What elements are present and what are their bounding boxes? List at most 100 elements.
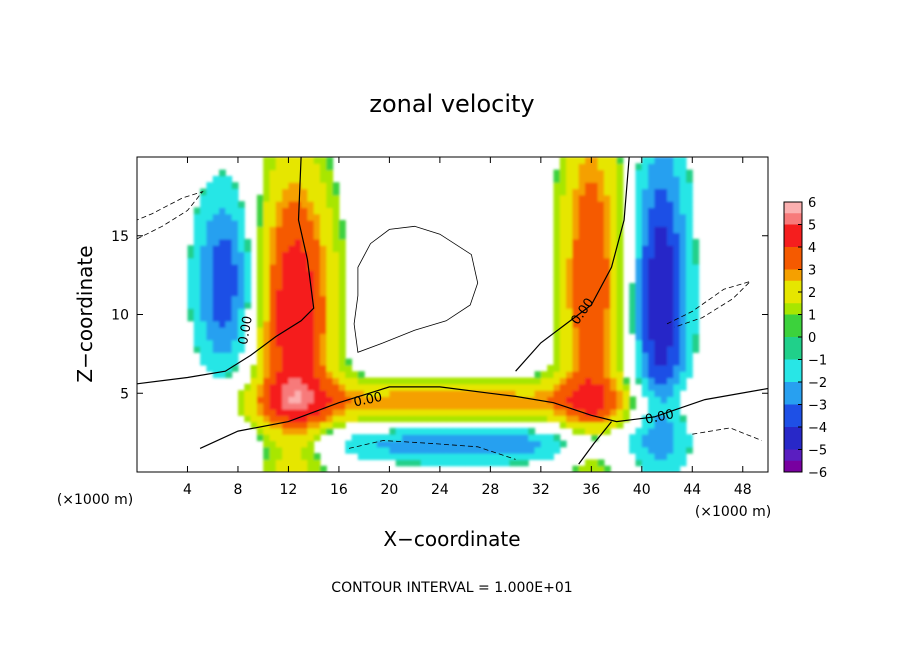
field-cell (616, 289, 624, 297)
field-cell (319, 270, 327, 278)
field-cell (193, 314, 201, 322)
field-cell (294, 314, 302, 322)
field-cell (553, 238, 561, 246)
field-cell (256, 194, 264, 202)
field-cell (553, 333, 561, 341)
field-cell (465, 427, 473, 435)
field-cell (313, 377, 321, 385)
field-cell (212, 175, 220, 183)
field-cell (319, 245, 327, 253)
field-cell (629, 396, 637, 404)
field-cell (654, 390, 662, 397)
field-cell (307, 245, 315, 253)
field-cell (458, 396, 466, 404)
field-cell (439, 377, 447, 385)
field-cell (648, 364, 656, 372)
field-cell (660, 409, 668, 416)
field-cell (231, 251, 239, 259)
field-cell (294, 459, 302, 467)
field-cell (282, 220, 290, 227)
field-cell (509, 377, 517, 385)
field-cell (635, 207, 643, 215)
field-cell (578, 251, 586, 259)
field-cell (294, 333, 302, 341)
field-cell (660, 276, 668, 284)
field-cell (679, 434, 687, 442)
field-cell (509, 440, 517, 448)
field-cell (496, 415, 504, 423)
field-cell (648, 251, 656, 259)
field-cell (219, 339, 226, 347)
field-cell (685, 314, 693, 322)
field-cell (206, 320, 214, 328)
field-cell (275, 421, 283, 429)
contour-label: 0.00 (352, 390, 383, 411)
field-cell (641, 364, 649, 372)
field-cell (402, 446, 409, 454)
field-cell (389, 402, 397, 410)
field-cell (521, 434, 529, 442)
field-cell (635, 358, 643, 366)
field-cell (420, 377, 428, 385)
field-cell (660, 201, 668, 208)
field-cell (559, 371, 567, 379)
field-cell (559, 377, 567, 385)
field-cell (244, 415, 252, 423)
field-cell (692, 289, 700, 297)
field-cell (572, 283, 580, 290)
colorbar-band (784, 460, 802, 473)
field-cell (313, 270, 321, 278)
field-cell (256, 276, 264, 284)
field-cell (345, 371, 353, 379)
field-cell (578, 238, 586, 246)
field-cell (673, 308, 681, 316)
field-cell (275, 295, 283, 303)
field-cell (591, 301, 599, 309)
field-cell (603, 207, 611, 215)
field-cell (648, 232, 656, 240)
field-cell (282, 201, 290, 208)
field-cell (212, 346, 220, 353)
field-cell (648, 207, 656, 215)
field-cell (534, 446, 542, 454)
field-cell (338, 383, 346, 391)
field-cell (225, 276, 233, 284)
field-cell (420, 440, 428, 448)
field-cell (641, 163, 649, 171)
field-cell (641, 201, 649, 208)
field-cell (591, 226, 599, 234)
field-cell (452, 402, 460, 410)
field-cell (288, 320, 296, 328)
field-cell (679, 194, 687, 202)
field-cell (256, 383, 264, 391)
field-cell (307, 220, 315, 227)
field-cell (282, 308, 290, 316)
field-cell (225, 238, 233, 246)
field-cell (597, 232, 605, 240)
field-cell (559, 245, 567, 253)
y-tick-label: 15 (111, 229, 129, 245)
field-cell (585, 327, 592, 334)
field-cell (572, 320, 580, 328)
field-cell (477, 402, 485, 410)
field-cell (275, 390, 283, 397)
colorbar-band (784, 213, 802, 225)
field-cell (585, 226, 592, 234)
field-cell (515, 434, 523, 442)
field-cell (282, 352, 290, 360)
field-cell (660, 169, 668, 177)
field-cell (578, 339, 586, 347)
field-cell (313, 301, 321, 309)
field-cell (635, 364, 643, 372)
field-cell (231, 188, 239, 196)
field-cell (326, 169, 334, 177)
field-cell (250, 421, 258, 429)
field-cell (610, 264, 618, 271)
field-cell (427, 402, 435, 410)
field-cell (414, 453, 422, 460)
field-cell (641, 207, 649, 215)
field-cell (307, 421, 315, 429)
field-cell (256, 301, 264, 309)
field-cell (294, 402, 302, 410)
field-cell (294, 270, 302, 278)
